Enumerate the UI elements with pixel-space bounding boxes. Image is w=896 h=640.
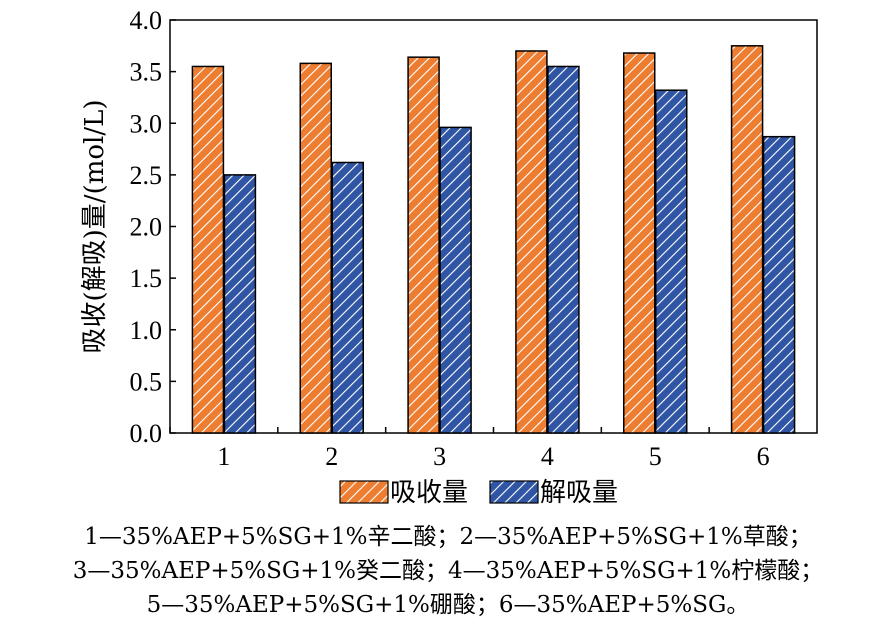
plot-frame	[169, 19, 818, 434]
caption-line-2: 3—35%AEP+5%SG+1%癸二酸；4—35%AEP+5%SG+1%柠檬酸；	[72, 558, 824, 584]
y-tick-label: 2.5	[130, 161, 163, 190]
y-tick-label: 1.0	[130, 316, 163, 345]
x-tick-label: 3	[433, 442, 446, 471]
bar-absorption-3	[407, 56, 440, 434]
x-tick-label: 5	[649, 442, 662, 471]
x-tick-label: 2	[325, 442, 338, 471]
y-tick-label: 4.0	[130, 6, 163, 35]
legend-label-absorption: 吸收量	[390, 478, 468, 508]
y-tick-label: 1.5	[130, 264, 163, 293]
y-axis-title: 吸收(解吸)量/(mol/L)	[80, 100, 110, 354]
bar-absorption-6	[730, 45, 764, 434]
y-tick-label: 0.5	[130, 367, 163, 396]
legend-swatch-absorption	[339, 480, 389, 504]
bar-absorption-5	[623, 52, 656, 434]
bar-desorption-1	[223, 174, 257, 434]
caption-line-1: 1—35%AEP+5%SG+1%辛二酸；2—35%AEP+5%SG+1%草酸；	[84, 524, 812, 550]
y-tick-label: 3.0	[130, 109, 163, 138]
legend-label-desorption: 解吸量	[540, 478, 618, 508]
x-tick-label: 1	[217, 442, 230, 471]
bar-desorption-6	[762, 135, 796, 434]
bar-desorption-4	[547, 65, 580, 434]
bar-absorption-2	[299, 62, 332, 434]
caption-line-3: 5—35%AEP+5%SG+1%硼酸；6—35%AEP+5%SG。	[146, 592, 750, 618]
legend-swatch-desorption	[489, 480, 539, 504]
plot-area: 0.0 0.5 1.0 1.5 2.0 2.5 3.0 3.5 4.0 1 2 3 4 5 6 吸收(解吸)量…	[80, 6, 818, 508]
bar-chart: 0.0 0.5 1.0 1.5 2.0 2.5 3.0 3.5 4.0 1 2 3 4 5 6 吸收(解吸)量…	[80, 6, 818, 508]
y-tick-label: 3.5	[130, 58, 163, 87]
bar-absorption-1	[191, 65, 225, 434]
x-tick-label: 6	[757, 442, 770, 471]
bar-desorption-5	[655, 89, 688, 434]
y-tick-label: 0.0	[130, 419, 163, 448]
bar-desorption-2	[331, 161, 364, 434]
bar-absorption-4	[515, 50, 548, 434]
bar-desorption-3	[439, 126, 472, 434]
x-tick-label: 4	[541, 442, 554, 471]
y-tick-label: 2.0	[130, 213, 163, 242]
